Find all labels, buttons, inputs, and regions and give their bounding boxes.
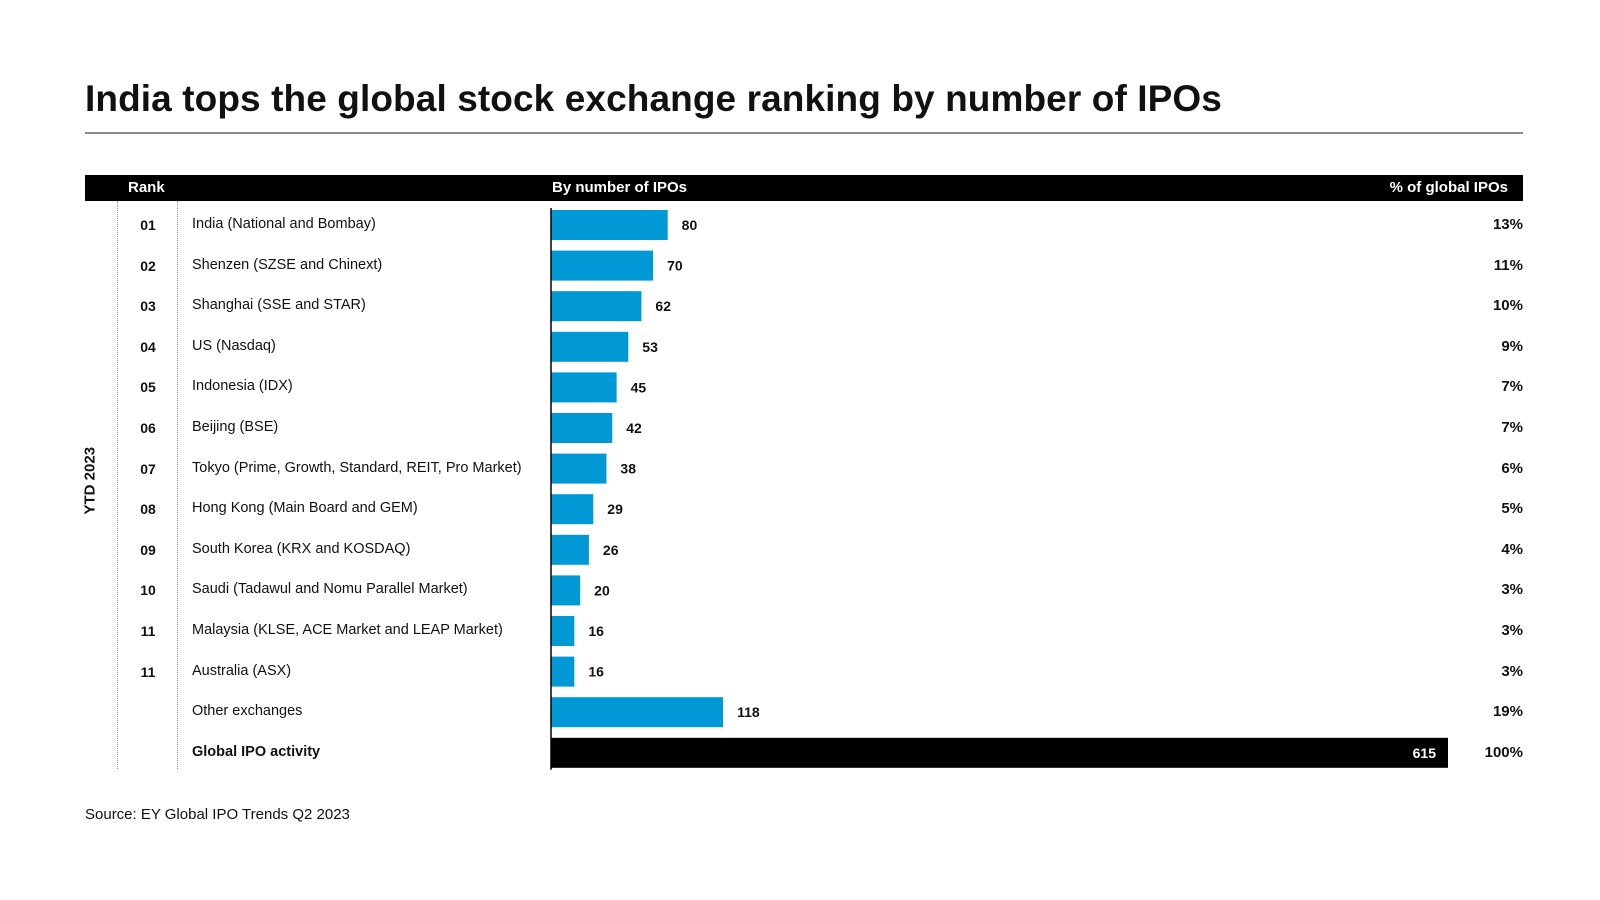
bar xyxy=(551,250,654,281)
pct-label: 19% xyxy=(1492,703,1523,721)
divider-period xyxy=(117,201,118,769)
pct-label: 6% xyxy=(1501,459,1523,477)
divider-rank xyxy=(177,201,178,769)
pct-label: 3% xyxy=(1501,622,1523,639)
title-rule xyxy=(85,132,1523,134)
exchange-label: Saudi (Tadawul and Nomu Parallel Market) xyxy=(192,581,468,598)
exchange-label: Malaysia (KLSE, ACE Market and LEAP Mark… xyxy=(192,622,503,638)
bar xyxy=(551,331,629,362)
exchange-label: Indonesia (IDX) xyxy=(192,378,293,395)
bar-value-label: 62 xyxy=(655,298,671,314)
exchange-label: India (National and Bombay) xyxy=(192,216,376,232)
table-header: Rank By number of IPOs % of global IPOs xyxy=(85,175,1523,201)
rank-label: 02 xyxy=(140,257,156,274)
pct-label: 11% xyxy=(1493,256,1523,274)
rank-label: 10 xyxy=(140,582,156,599)
pct-label: 13% xyxy=(1492,216,1523,233)
rank-label: 04 xyxy=(140,338,156,355)
exchange-label: Other exchanges xyxy=(192,703,303,720)
bar xyxy=(551,656,575,687)
pct-label: 3% xyxy=(1501,581,1523,599)
bar-value-label: 80 xyxy=(682,217,698,233)
bar-value-label: 16 xyxy=(588,623,604,639)
bar xyxy=(551,697,724,728)
rank-label: 07 xyxy=(140,460,156,477)
rank-label: 08 xyxy=(140,501,156,518)
bar xyxy=(551,534,589,565)
bar xyxy=(551,210,668,240)
bar xyxy=(551,616,575,646)
rank-label: 09 xyxy=(140,541,156,558)
bar-value-label: 70 xyxy=(667,258,683,274)
exchange-label: Australia (ASX) xyxy=(192,662,292,679)
pct-label: 9% xyxy=(1501,337,1523,355)
chart-title: India tops the global stock exchange ran… xyxy=(85,78,1222,119)
bar-value-label: 615 xyxy=(1413,745,1437,761)
bar-value-label: 26 xyxy=(603,542,619,558)
pct-label: 4% xyxy=(1501,540,1523,558)
rank-label: 03 xyxy=(140,298,156,315)
rank-label: 05 xyxy=(140,379,156,396)
source-note: Source: EY Global IPO Trends Q2 2023 xyxy=(85,806,350,823)
bar-value-label: 53 xyxy=(642,339,658,355)
exchange-label: US (Nasdaq) xyxy=(192,337,276,354)
rank-label: 11 xyxy=(140,663,156,680)
bar xyxy=(551,575,581,606)
bar-value-label: 118 xyxy=(737,704,760,720)
bar-value-label: 38 xyxy=(620,461,636,477)
exchange-label: Global IPO activity xyxy=(192,743,321,760)
pct-label: 7% xyxy=(1501,419,1523,436)
header-pct-global: % of global IPOs xyxy=(1389,179,1508,196)
bar-value-label: 29 xyxy=(607,501,623,517)
pct-label: 3% xyxy=(1501,662,1523,680)
header-rank: Rank xyxy=(128,179,165,196)
exchange-label: Shanghai (SSE and STAR) xyxy=(192,297,366,314)
header-by-number: By number of IPOs xyxy=(552,179,688,196)
exchange-label: Hong Kong (Main Board and GEM) xyxy=(192,500,418,517)
bar xyxy=(551,291,642,322)
bar xyxy=(551,372,617,403)
rank-label: 06 xyxy=(140,420,156,436)
exchange-label: Tokyo (Prime, Growth, Standard, REIT, Pr… xyxy=(192,459,522,476)
bar-value-label: 45 xyxy=(631,379,647,395)
bar-value-label: 42 xyxy=(626,420,642,436)
bar xyxy=(551,453,607,484)
rank-label: 11 xyxy=(140,623,156,639)
pct-label: 5% xyxy=(1501,500,1523,518)
pct-label: 100% xyxy=(1484,743,1523,761)
exchange-label: Beijing (BSE) xyxy=(192,419,279,435)
bar-value-label: 16 xyxy=(588,664,604,680)
pct-label: 7% xyxy=(1501,378,1523,396)
exchange-label: South Korea (KRX and KOSDAQ) xyxy=(192,540,411,557)
rank-label: 01 xyxy=(140,217,156,233)
exchange-label: Shenzen (SZSE and Chinext) xyxy=(192,256,383,273)
bar xyxy=(551,413,613,443)
bar-value-label: 20 xyxy=(594,582,610,598)
pct-label: 10% xyxy=(1492,297,1523,315)
bar-total xyxy=(551,737,1448,768)
bar xyxy=(551,494,594,525)
